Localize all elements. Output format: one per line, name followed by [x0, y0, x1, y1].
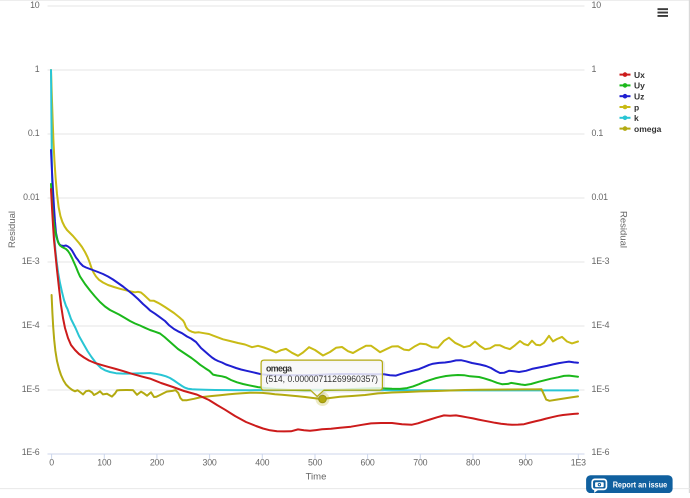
svg-text:Uz: Uz — [634, 92, 644, 102]
svg-text:1E-4: 1E-4 — [22, 320, 40, 330]
svg-text:0.01: 0.01 — [592, 192, 609, 202]
svg-text:600: 600 — [361, 458, 375, 468]
svg-text:1: 1 — [35, 64, 40, 74]
svg-text:1E3: 1E3 — [571, 458, 586, 468]
svg-text:1E-6: 1E-6 — [592, 447, 610, 457]
svg-text:700: 700 — [413, 458, 427, 468]
svg-text:300: 300 — [203, 458, 217, 468]
svg-text:1E-5: 1E-5 — [592, 384, 610, 394]
svg-text:1E-5: 1E-5 — [22, 384, 40, 394]
svg-text:0.1: 0.1 — [28, 128, 40, 138]
svg-text:1E-3: 1E-3 — [22, 256, 40, 266]
svg-text:omega: omega — [266, 363, 292, 373]
svg-text:1: 1 — [592, 64, 597, 74]
svg-text:p: p — [634, 102, 639, 112]
svg-text:10: 10 — [30, 0, 40, 10]
svg-text:0: 0 — [49, 458, 54, 468]
svg-text:400: 400 — [255, 458, 269, 468]
svg-text:Residual: Residual — [618, 211, 629, 248]
svg-text:Time: Time — [306, 472, 327, 483]
svg-text:1E-4: 1E-4 — [592, 320, 610, 330]
svg-text:0.01: 0.01 — [23, 192, 40, 202]
svg-text:500: 500 — [308, 458, 322, 468]
svg-text:1E-6: 1E-6 — [22, 447, 40, 457]
svg-text:(514, 0.00000711269960357): (514, 0.00000711269960357) — [266, 374, 379, 384]
svg-text:800: 800 — [466, 458, 480, 468]
svg-text:k: k — [634, 113, 639, 123]
svg-text:omega: omega — [634, 124, 662, 134]
svg-text:900: 900 — [519, 458, 533, 468]
svg-text:200: 200 — [150, 458, 164, 468]
svg-text:Uy: Uy — [634, 81, 645, 91]
svg-text:Ux: Ux — [634, 70, 645, 80]
svg-text:100: 100 — [97, 458, 111, 468]
svg-text:Report an issue: Report an issue — [613, 479, 668, 489]
svg-text:Residual: Residual — [7, 211, 18, 248]
svg-text:10: 10 — [592, 0, 602, 10]
svg-text:0.1: 0.1 — [592, 128, 604, 138]
svg-text:1E-3: 1E-3 — [592, 256, 610, 266]
